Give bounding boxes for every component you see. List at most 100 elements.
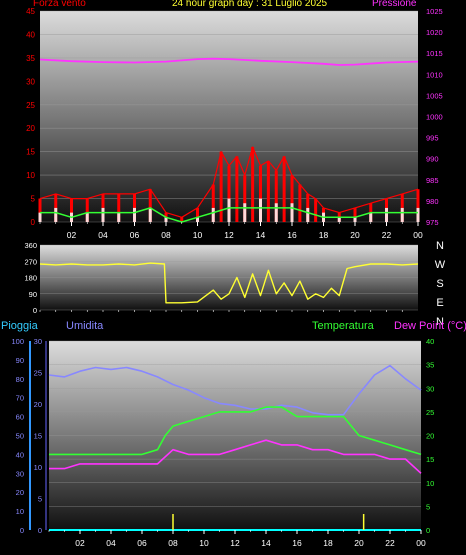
humidity-tick-label: 15 (34, 432, 42, 441)
compass-letter: N (436, 240, 444, 252)
x-tick-label: 08 (161, 230, 171, 240)
wind-avg-bar (369, 212, 373, 222)
compass-letter: E (436, 297, 443, 309)
wind-avg-bar (227, 198, 231, 222)
temperature-tick-label: 40 (426, 337, 434, 346)
x-tick-label: 14 (261, 538, 271, 548)
wind-gust-bar (180, 217, 184, 222)
temperature-tick-label: 0 (426, 526, 430, 535)
wind-avg-bar (274, 203, 278, 222)
pressure-tick-label: 985 (426, 176, 439, 185)
wind-pressure-plot: 0510152025303540459759809859909951000100… (26, 7, 443, 240)
wind-gust-bar (314, 198, 318, 222)
wind-tick-label: 0 (31, 218, 36, 227)
pressure-tick-label: 1010 (426, 70, 443, 79)
wind-tick-label: 15 (26, 148, 35, 157)
x-tick-label: 12 (230, 538, 240, 548)
compass-letter: S (436, 278, 443, 290)
wind-direction-line (39, 262, 419, 304)
pressure-tick-label: 1025 (426, 7, 443, 16)
wind-tick-label: 10 (26, 171, 35, 180)
humidity-tick-label: 0 (38, 526, 42, 535)
direction-tick-label: 180 (24, 274, 37, 283)
wind-avg-bar (337, 217, 341, 222)
rain-tick-label: 20 (16, 488, 24, 497)
x-tick-label: 18 (319, 230, 329, 240)
rain-tick-label: 10 (16, 507, 24, 516)
x-tick-label: 10 (193, 230, 203, 240)
rain-tick-label: 70 (16, 394, 24, 403)
humidity-tick-label: 20 (34, 400, 42, 409)
wind-gust-bar (259, 165, 262, 222)
wind-gust-bar (298, 184, 302, 222)
wind-avg-line (40, 207, 418, 223)
wind-gust-bar (353, 207, 357, 222)
rain-tick-label: 50 (16, 432, 24, 441)
x-tick-label: 04 (98, 230, 108, 240)
humidity-axis-title: Umidita (66, 320, 104, 332)
wind-gust-line (39, 146, 419, 218)
direction-tick-label: 90 (29, 290, 37, 299)
wind-tick-label: 5 (31, 195, 36, 204)
x-tick-label: 04 (106, 538, 116, 548)
x-tick-label: 00 (413, 230, 423, 240)
temperature-tick-label: 20 (426, 432, 434, 441)
rain-axis-title: Pioggia (1, 320, 38, 332)
wind-avg-bar (306, 207, 310, 222)
direction-tick-label: 360 (24, 241, 37, 250)
wind-gust-bar (274, 170, 278, 222)
wind-avg-bar (38, 212, 42, 222)
x-tick-label: 16 (292, 538, 302, 548)
compass-letter: W (435, 259, 446, 271)
temperature-tick-label: 10 (426, 479, 434, 488)
x-tick-label: 06 (130, 230, 140, 240)
pressure-tick-label: 1005 (426, 91, 443, 100)
wind-gust-bar (282, 156, 286, 222)
wind-gust-bar (243, 175, 247, 222)
wind-gust-bar (38, 198, 42, 222)
rain-tick-label: 40 (16, 450, 24, 459)
wind-tick-label: 30 (26, 77, 35, 86)
wind-avg-bar (259, 198, 262, 222)
rain-tick-label: 90 (16, 356, 24, 365)
x-tick-label: 10 (199, 538, 209, 548)
wind-avg-bar (54, 207, 58, 222)
wind-tick-label: 20 (26, 124, 35, 133)
wind-gust-bar (211, 184, 215, 222)
wind-avg-bar (117, 212, 121, 222)
rain-tick-label: 0 (20, 526, 24, 535)
wind-avg-bar (385, 207, 388, 222)
wind-tick-label: 40 (26, 30, 35, 39)
pressure-tick-label: 990 (426, 155, 439, 164)
rain-tick-label: 100 (11, 337, 24, 346)
wind-gust-bar (416, 189, 420, 222)
x-tick-label: 02 (75, 538, 85, 548)
temperature-tick-label: 30 (426, 384, 434, 393)
wind-avg-bar (164, 217, 168, 222)
wind-avg-bar (148, 207, 152, 222)
temperature-line (49, 406, 422, 456)
pressure-line (39, 57, 419, 66)
wind-gust-bar (266, 161, 270, 222)
wind-avg-bar (243, 203, 247, 222)
wind-tick-label: 45 (26, 7, 35, 16)
pressure-tick-label: 1000 (426, 113, 443, 122)
humidity-tick-label: 5 (38, 495, 42, 504)
rain-tick-label: 30 (16, 469, 24, 478)
dew_point-line (49, 439, 422, 474)
temperature-tick-label: 25 (426, 408, 434, 417)
wind-avg-bar (353, 217, 357, 222)
x-tick-label: 08 (168, 538, 178, 548)
wind-avg-bar (196, 217, 199, 222)
wind-gust-bar (251, 146, 255, 222)
wind-avg-bar (133, 207, 136, 222)
pressure-tick-label: 980 (426, 197, 439, 206)
pressure-axis-title: Pressione (372, 0, 417, 9)
pressure-tick-label: 975 (426, 218, 439, 227)
x-tick-label: 18 (323, 538, 333, 548)
temperature-tick-label: 5 (426, 502, 430, 511)
wind-gust-bar (70, 198, 73, 222)
x-tick-label: 14 (256, 230, 266, 240)
humidity-line (48, 364, 422, 416)
rain-tick-label: 60 (16, 413, 24, 422)
